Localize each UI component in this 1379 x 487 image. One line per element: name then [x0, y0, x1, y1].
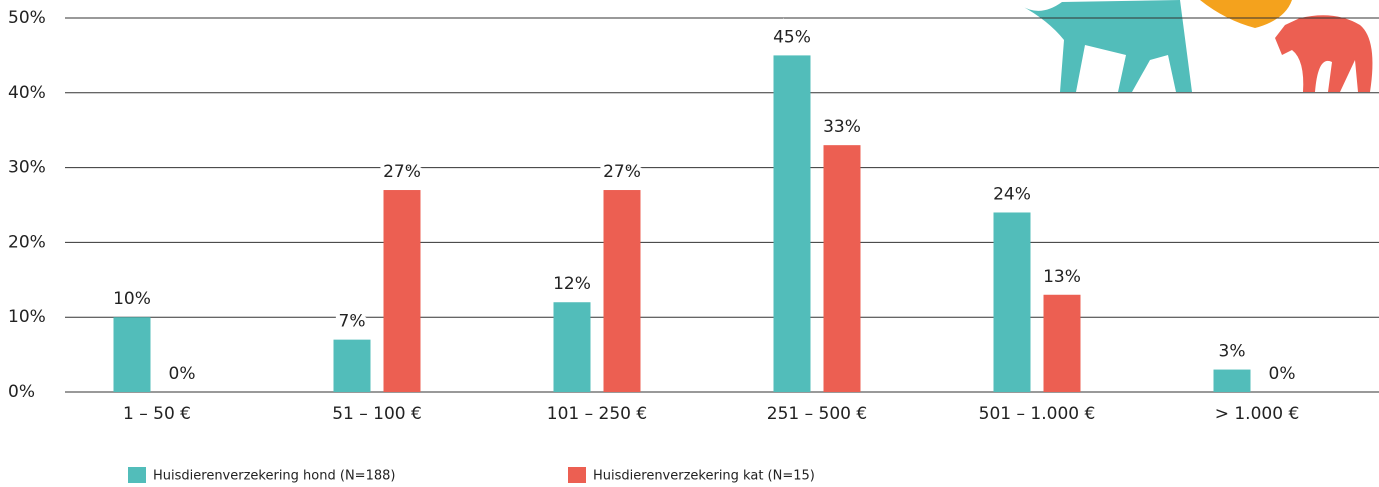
y-tick-label: 50% — [8, 8, 46, 28]
y-tick-label: 40% — [8, 83, 46, 103]
legend-label: Huisdierenverzekering hond (N=188) — [153, 469, 395, 484]
bar — [334, 340, 371, 392]
x-tick-label: 51 – 100 € — [332, 404, 422, 424]
bar — [604, 190, 641, 392]
legend-swatch — [568, 467, 586, 483]
y-tick-label: 10% — [8, 307, 46, 327]
value-label: 24% — [993, 184, 1031, 204]
value-label: 10% — [113, 289, 151, 309]
legend-label: Huisdierenverzekering kat (N=15) — [593, 469, 815, 484]
value-label: 45% — [773, 27, 811, 47]
y-tick-label: 30% — [8, 158, 46, 178]
value-label: 7% — [339, 312, 366, 332]
x-tick-label: 101 – 250 € — [547, 404, 647, 424]
bar — [994, 212, 1031, 392]
value-label: 0% — [169, 364, 196, 384]
value-label: 0% — [1269, 364, 1296, 384]
x-tick-label: 251 – 500 € — [767, 404, 867, 424]
bar — [384, 190, 421, 392]
x-tick-label: 501 – 1.000 € — [979, 404, 1096, 424]
x-tick-label: 1 – 50 € — [123, 404, 191, 424]
chart: 0% 10% 20% 30% 40% 50% 1 – 50 € 51 – 100 € 101 –… — [0, 0, 1379, 487]
bar — [774, 55, 811, 392]
x-tick-label: > 1.000 € — [1215, 404, 1300, 424]
illustration — [1020, 0, 1372, 92]
y-tick-label: 20% — [8, 232, 46, 252]
value-label: 12% — [553, 274, 591, 294]
bar — [1044, 295, 1081, 392]
y-tick-label: 0% — [8, 382, 35, 402]
value-label: 33% — [823, 117, 861, 137]
legend-swatch — [128, 467, 146, 483]
value-label: 3% — [1219, 342, 1246, 362]
bar — [554, 302, 591, 392]
bar — [824, 145, 861, 392]
bar — [1214, 370, 1251, 392]
value-label: 27% — [383, 162, 421, 182]
value-label: 13% — [1043, 267, 1081, 287]
bar — [114, 317, 151, 392]
value-label: 27% — [603, 162, 641, 182]
